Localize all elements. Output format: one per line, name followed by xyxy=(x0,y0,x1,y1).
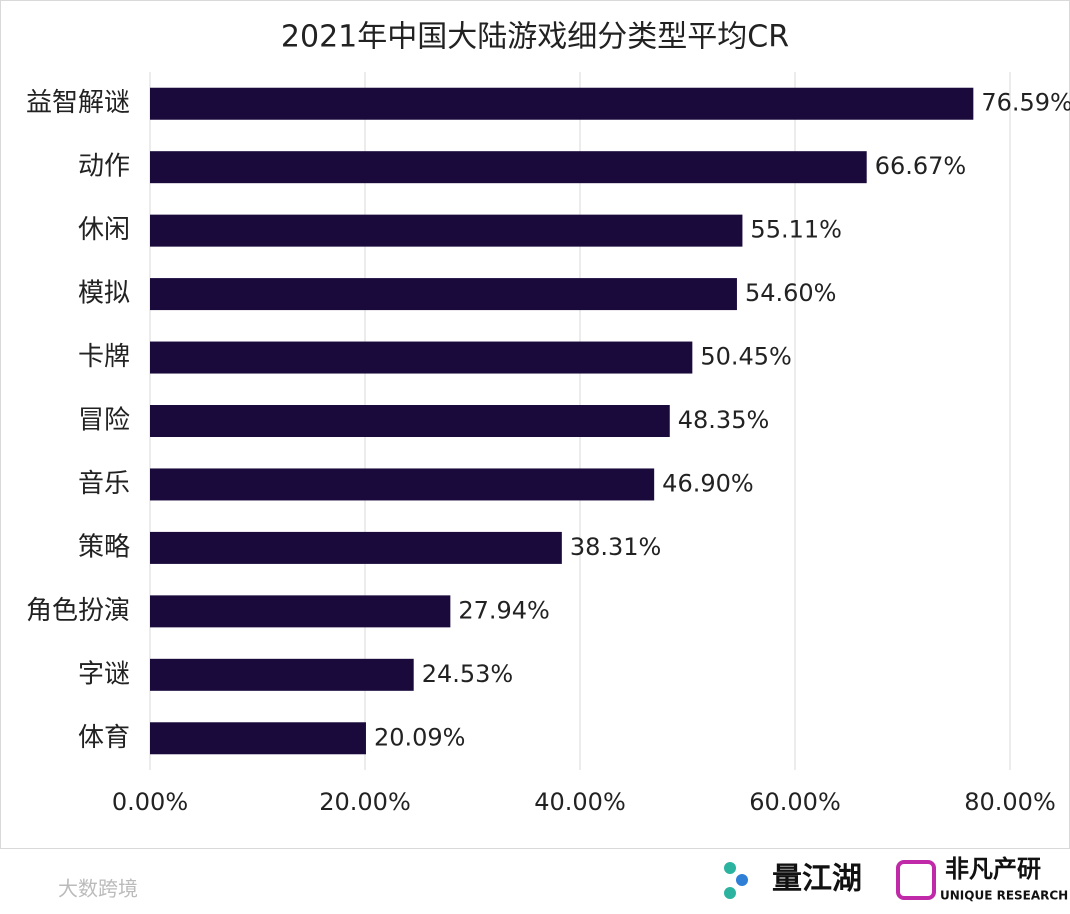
bar xyxy=(150,658,414,691)
y-tick-label: 字谜 xyxy=(78,659,130,689)
x-tick-label: 60.00% xyxy=(749,788,841,816)
value-label: 54.60% xyxy=(745,279,837,307)
y-tick-label: 动作 xyxy=(78,152,130,182)
y-tick-label: 策略 xyxy=(78,532,130,562)
value-label: 55.11% xyxy=(750,216,842,244)
bar xyxy=(150,278,737,311)
value-label: 46.90% xyxy=(662,469,754,497)
x-tick-label: 0.00% xyxy=(112,788,188,816)
brand-name: 量江湖 xyxy=(772,862,862,897)
plot-area: 0.00% 20.00% 40.00% 60.00% 80.00% 益智解谜 76.59% 动… xyxy=(26,72,1070,816)
x-tick-label: 20.00% xyxy=(319,788,411,816)
bar xyxy=(150,151,867,184)
brand-name: 非凡产研 xyxy=(945,855,1041,883)
value-label: 66.67% xyxy=(875,152,967,180)
value-label: 48.35% xyxy=(678,406,770,434)
value-label: 24.53% xyxy=(422,660,514,688)
value-label: 38.31% xyxy=(570,533,662,561)
bar xyxy=(150,214,743,247)
value-label: 76.59% xyxy=(981,89,1070,117)
bar xyxy=(150,595,451,628)
bar xyxy=(150,722,366,755)
bar xyxy=(150,87,974,120)
value-label: 27.94% xyxy=(458,596,550,624)
x-tick-label: 80.00% xyxy=(964,788,1056,816)
bar xyxy=(150,468,655,501)
value-label: 20.09% xyxy=(374,723,466,751)
bar xyxy=(150,341,693,374)
bar xyxy=(150,405,670,437)
brand-subtitle: UNIQUE RESEARCH xyxy=(940,889,1068,903)
y-tick-label: 冒险 xyxy=(78,406,130,436)
x-tick-label: 40.00% xyxy=(534,788,626,816)
value-label: 50.45% xyxy=(700,343,792,371)
y-tick-label: 卡牌 xyxy=(78,342,130,372)
y-tick-label: 益智解谜 xyxy=(26,88,130,118)
y-tick-label: 音乐 xyxy=(78,469,130,499)
y-tick-label: 模拟 xyxy=(78,279,130,309)
y-tick-label: 角色扮演 xyxy=(26,596,130,626)
chart-title: 2021年中国大陆游戏细分类型平均CR xyxy=(281,20,789,55)
brand-logo xyxy=(724,862,748,899)
y-tick-label: 休闲 xyxy=(78,215,130,245)
watermark: 大数跨境 xyxy=(58,877,138,901)
bar xyxy=(150,531,562,564)
y-tick-label: 体育 xyxy=(78,723,130,753)
brand-logo xyxy=(896,860,936,900)
